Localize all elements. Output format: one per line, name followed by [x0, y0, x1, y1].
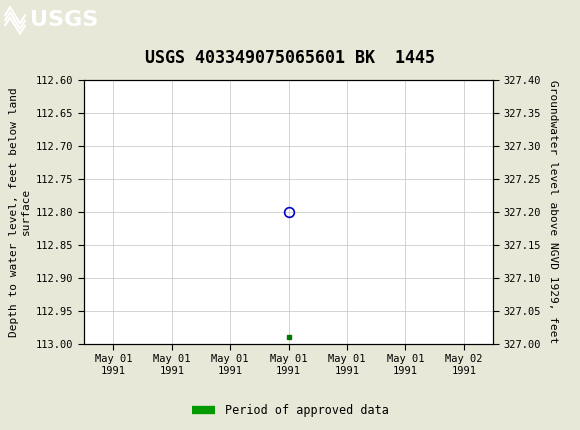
Text: USGS 403349075065601 BK  1445: USGS 403349075065601 BK 1445 — [145, 49, 435, 67]
Y-axis label: Groundwater level above NGVD 1929, feet: Groundwater level above NGVD 1929, feet — [548, 80, 557, 344]
Legend: Period of approved data: Period of approved data — [187, 399, 393, 422]
Y-axis label: Depth to water level, feet below land
surface: Depth to water level, feet below land su… — [9, 87, 31, 337]
Text: USGS: USGS — [30, 10, 98, 31]
